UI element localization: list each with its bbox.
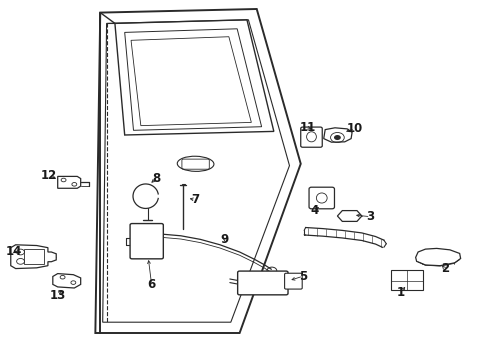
Polygon shape	[323, 128, 351, 142]
Text: 11: 11	[299, 121, 316, 134]
Polygon shape	[58, 176, 81, 188]
Text: 9: 9	[221, 233, 228, 246]
Text: 13: 13	[49, 289, 66, 302]
Text: 3: 3	[366, 210, 374, 223]
Text: 6: 6	[147, 278, 155, 291]
FancyBboxPatch shape	[300, 127, 322, 147]
Text: 7: 7	[191, 193, 199, 206]
Text: 1: 1	[396, 286, 404, 299]
Polygon shape	[53, 274, 81, 288]
Text: 14: 14	[5, 245, 22, 258]
FancyBboxPatch shape	[284, 273, 302, 289]
Text: 12: 12	[41, 169, 57, 182]
FancyBboxPatch shape	[130, 224, 163, 259]
Polygon shape	[415, 248, 460, 266]
FancyBboxPatch shape	[237, 271, 287, 295]
FancyBboxPatch shape	[308, 187, 334, 209]
Polygon shape	[337, 211, 361, 221]
Text: 10: 10	[346, 122, 363, 135]
Text: 4: 4	[310, 204, 318, 217]
Circle shape	[333, 135, 340, 140]
Polygon shape	[11, 245, 56, 269]
Text: 2: 2	[440, 262, 448, 275]
Text: 8: 8	[152, 172, 160, 185]
Text: 5: 5	[299, 270, 306, 283]
